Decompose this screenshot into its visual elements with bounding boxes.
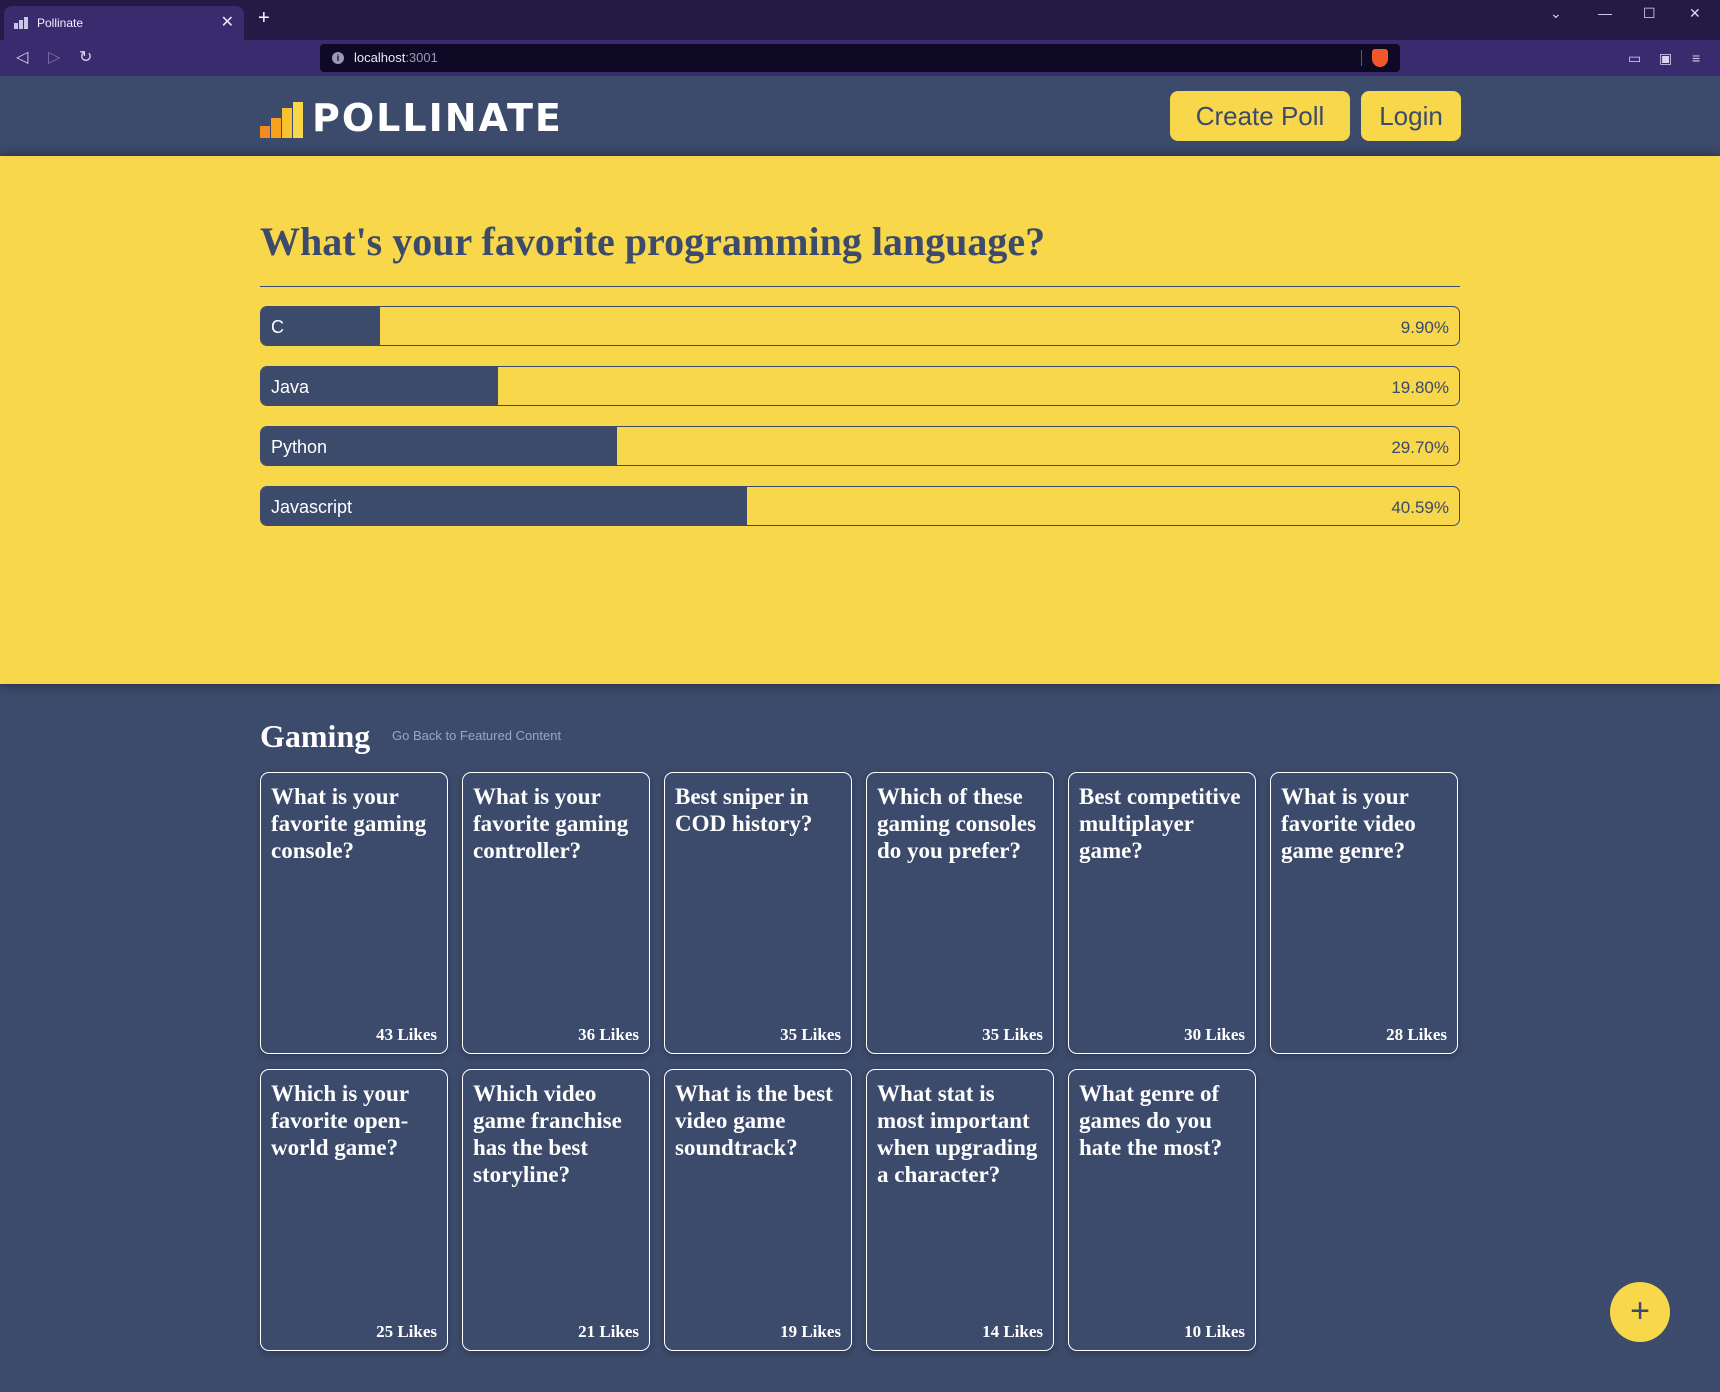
wallet-icon[interactable]: ▣ (1659, 50, 1673, 66)
site-header: POLLINATE Create Poll Login (0, 76, 1720, 156)
brave-shield-icon[interactable] (1372, 49, 1388, 67)
poll-option-percent: 19.80% (1391, 378, 1449, 397)
create-poll-button[interactable]: Create Poll (1170, 91, 1350, 141)
menu-icon[interactable]: ≡ (1692, 50, 1701, 66)
poll-card-likes: 28 Likes (1386, 1025, 1447, 1044)
pollinate-favicon-icon (14, 17, 30, 29)
poll-card-question: Which of these gaming consoles do you pr… (877, 784, 1037, 863)
poll-card-question: What stat is most important when upgradi… (877, 1081, 1038, 1187)
poll-card[interactable]: Best competitive multiplayer game? 30 Lik… (1068, 772, 1256, 1054)
new-tab-icon[interactable]: + (258, 7, 270, 29)
logo-bar (293, 102, 303, 138)
poll-card[interactable]: Which is your favorite open-world game? 2… (260, 1069, 448, 1351)
poll-option-percent: 29.70% (1391, 438, 1449, 457)
forward-icon[interactable]: ▷ (48, 49, 61, 66)
address-divider (1361, 50, 1362, 66)
tab-title: Pollinate (37, 16, 84, 30)
logo-bar (271, 118, 281, 138)
minimize-icon[interactable]: — (1598, 5, 1612, 21)
poll-card[interactable]: What is the best video game soundtrack? 1… (664, 1069, 852, 1351)
address-bar[interactable]: i localhost:3001 (320, 44, 1400, 72)
poll-card[interactable]: Best sniper in COD history? 35 Likes (664, 772, 852, 1054)
reload-icon[interactable]: ↻ (79, 49, 93, 66)
poll-option[interactable]: Javascript 40.59% (260, 486, 1460, 526)
poll-card-question: Best sniper in COD history? (675, 784, 813, 836)
poll-card-question: What is your favorite video game genre? (1281, 784, 1416, 863)
poll-option-percent: 40.59% (1391, 498, 1449, 517)
back-icon[interactable]: ◁ (16, 49, 29, 66)
url-text: localhost:3001 (354, 50, 438, 65)
sidebar-toggle-icon[interactable]: ▭ (1628, 50, 1642, 66)
poll-card-question: What genre of games do you hate the most… (1079, 1081, 1223, 1160)
poll-card-likes: 35 Likes (982, 1025, 1043, 1044)
poll-card-likes: 35 Likes (780, 1025, 841, 1044)
browser-tab[interactable]: Pollinate ✕ (4, 6, 244, 40)
logo-bar (260, 126, 270, 138)
poll-card-likes: 10 Likes (1184, 1322, 1245, 1341)
poll-option-bar (261, 307, 380, 345)
poll-option-bar (261, 487, 748, 525)
poll-card[interactable]: Which video game franchise has the best … (462, 1069, 650, 1351)
poll-card-question: What is your favorite gaming controller? (473, 784, 629, 863)
poll-card[interactable]: What is your favorite gaming console? 43 … (260, 772, 448, 1054)
poll-card-likes: 21 Likes (578, 1322, 639, 1341)
browser-toolbar: ◁ ▷ ↻ i localhost:3001 ▭ ▣ ≡ (0, 40, 1720, 76)
logo-bar (282, 108, 292, 138)
featured-poll: What's your favorite programming languag… (0, 156, 1720, 684)
poll-card[interactable]: What genre of games do you hate the most… (1068, 1069, 1256, 1351)
maximize-icon[interactable]: ☐ (1643, 5, 1656, 21)
logo-text: POLLINATE (312, 96, 563, 140)
poll-question: What's your favorite programming languag… (260, 219, 1046, 264)
poll-card[interactable]: What stat is most important when upgradi… (866, 1069, 1054, 1351)
category-title: Gaming (260, 718, 371, 754)
site-info-icon[interactable]: i (332, 52, 344, 64)
poll-card-likes: 30 Likes (1184, 1025, 1245, 1044)
poll-card-likes: 43 Likes (376, 1025, 437, 1044)
browser-tab-bar: Pollinate ✕ + ⌄ — ☐ ✕ (0, 0, 1720, 40)
tab-search-chevron-icon[interactable]: ⌄ (1550, 5, 1562, 21)
poll-option[interactable]: Java 19.80% (260, 366, 1460, 406)
poll-card-likes: 14 Likes (982, 1322, 1043, 1341)
poll-card-likes: 36 Likes (578, 1025, 639, 1044)
add-poll-button[interactable]: + (1610, 1282, 1670, 1342)
poll-card[interactable]: Which of these gaming consoles do you pr… (866, 772, 1054, 1054)
poll-card-likes: 19 Likes (780, 1322, 841, 1341)
window-close-icon[interactable]: ✕ (1689, 5, 1701, 21)
poll-option-label: Python (271, 437, 328, 457)
poll-option-label: C (271, 317, 284, 337)
poll-option[interactable]: C 9.90% (260, 306, 1460, 346)
poll-card-question: Which is your favorite open-world game? (271, 1081, 409, 1160)
poll-card[interactable]: What is your favorite video game genre? 2… (1270, 772, 1458, 1054)
poll-card-question: What is the best video game soundtrack? (675, 1081, 833, 1160)
poll-card-likes: 25 Likes (376, 1322, 437, 1341)
poll-card[interactable]: What is your favorite gaming controller?… (462, 772, 650, 1054)
poll-option-label: Java (271, 377, 310, 397)
tab-close-icon[interactable]: ✕ (220, 14, 234, 31)
poll-option-percent: 9.90% (1400, 318, 1449, 337)
poll-option-bar (261, 427, 617, 465)
poll-option-label: Javascript (271, 497, 353, 517)
poll-option[interactable]: Python 29.70% (260, 426, 1460, 466)
poll-card-question: Best competitive multiplayer game? (1079, 784, 1241, 863)
poll-option-bar (261, 367, 499, 405)
poll-card-question: Which video game franchise has the best … (473, 1081, 622, 1187)
login-button[interactable]: Login (1361, 91, 1461, 141)
poll-card-question: What is your favorite gaming console? (271, 784, 427, 863)
poll-divider (260, 286, 1460, 287)
back-to-featured-link[interactable]: Go Back to Featured Content (392, 728, 562, 743)
